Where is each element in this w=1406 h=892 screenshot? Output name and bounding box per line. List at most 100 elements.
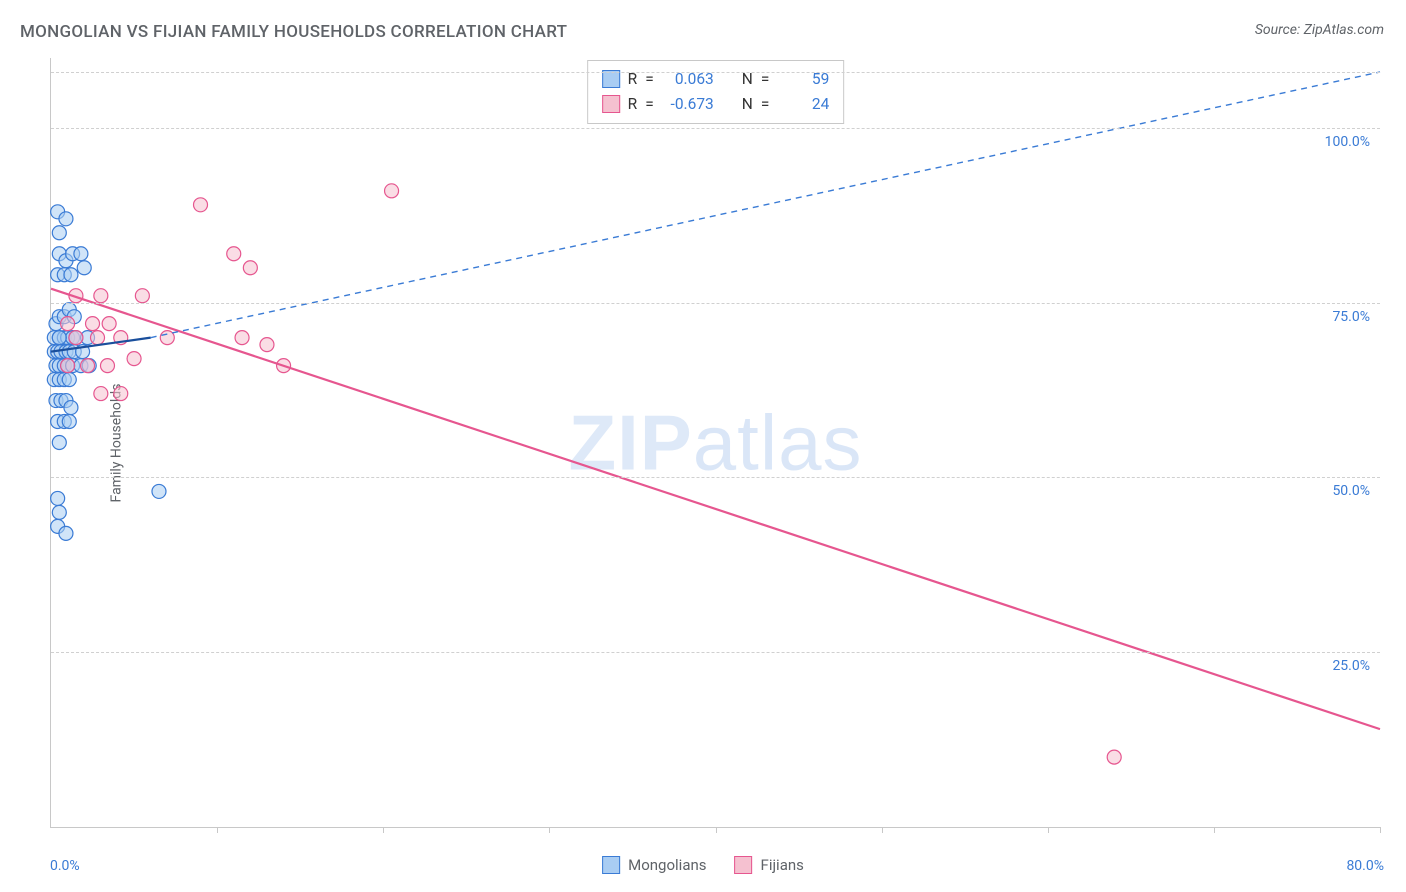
swatch-mongolians <box>602 856 620 874</box>
data-point <box>114 331 128 345</box>
data-point <box>62 373 76 387</box>
data-point <box>135 289 149 303</box>
plot-area: Family Households ZIPatlas R = 0.063 N =… <box>50 58 1380 828</box>
data-point <box>69 289 83 303</box>
data-point <box>61 359 75 373</box>
gridline <box>51 303 1380 304</box>
x-tick <box>217 827 218 833</box>
data-point <box>51 491 65 505</box>
y-tick-label: 75.0% <box>1332 309 1370 325</box>
data-point <box>59 345 73 359</box>
watermark: ZIPatlas <box>568 397 862 488</box>
stats-row-mongolians: R = 0.063 N = 59 <box>602 67 830 92</box>
data-point <box>76 345 90 359</box>
data-point <box>57 359 71 373</box>
swatch-fijians <box>602 95 620 113</box>
data-point <box>52 505 66 519</box>
data-point <box>59 394 73 408</box>
watermark-light: atlas <box>693 398 863 486</box>
data-point <box>52 331 66 345</box>
data-point <box>127 352 141 366</box>
data-point <box>52 359 66 373</box>
source-attribution: Source: ZipAtlas.com <box>1255 22 1384 38</box>
data-point <box>57 268 71 282</box>
fit-line <box>51 338 151 352</box>
data-point <box>59 212 73 226</box>
data-point <box>160 331 174 345</box>
data-point <box>194 198 208 212</box>
data-point <box>102 317 116 331</box>
N-value-mongolians: 59 <box>777 67 829 92</box>
data-point <box>52 247 66 261</box>
data-point <box>59 254 73 268</box>
data-point <box>260 338 274 352</box>
R-label: R <box>628 92 638 117</box>
R-label: R <box>628 67 638 92</box>
data-point <box>52 226 66 240</box>
equals-sign: = <box>645 92 654 117</box>
x-tick <box>1380 827 1381 833</box>
R-value-fijians: -0.673 <box>662 92 714 117</box>
gridline <box>51 652 1380 653</box>
series-legend: Mongolians Fijians <box>602 856 804 874</box>
equals-sign: = <box>761 67 770 92</box>
data-point <box>82 359 96 373</box>
N-label: N <box>742 92 753 117</box>
data-point <box>64 268 78 282</box>
gridline <box>51 477 1380 478</box>
data-point <box>49 359 63 373</box>
data-point <box>52 331 66 345</box>
data-point <box>47 331 61 345</box>
data-point <box>81 331 95 345</box>
data-point <box>49 394 63 408</box>
legend-entry-mongolians: Mongolians <box>602 856 706 874</box>
chart-svg <box>51 58 1380 827</box>
data-point <box>62 415 76 429</box>
data-point <box>49 317 63 331</box>
data-point <box>51 345 65 359</box>
legend-label-fijians: Fijians <box>761 856 804 874</box>
equals-sign: = <box>761 92 770 117</box>
data-point <box>152 484 166 498</box>
data-point <box>62 345 76 359</box>
data-point <box>66 331 80 345</box>
data-point <box>69 331 83 345</box>
data-point <box>62 303 76 317</box>
data-point <box>86 317 100 331</box>
y-tick-label: 50.0% <box>1332 483 1370 499</box>
data-point <box>57 415 71 429</box>
data-point <box>61 331 75 345</box>
R-value-mongolians: 0.063 <box>662 67 714 92</box>
data-point <box>74 247 88 261</box>
data-point <box>57 310 71 324</box>
data-point <box>52 436 66 450</box>
data-point <box>47 373 61 387</box>
watermark-bold: ZIP <box>568 398 692 486</box>
equals-sign: = <box>645 67 654 92</box>
x-tick <box>1048 827 1049 833</box>
data-point <box>59 526 73 540</box>
data-point <box>54 345 68 359</box>
data-point <box>52 373 66 387</box>
x-axis-min-label: 0.0% <box>50 858 80 874</box>
data-point <box>100 359 114 373</box>
stats-row-fijians: R = -0.673 N = 24 <box>602 92 830 117</box>
x-axis-max-label: 80.0% <box>1346 858 1384 874</box>
y-tick-label: 100.0% <box>1325 134 1370 150</box>
data-point <box>277 359 291 373</box>
x-tick <box>1214 827 1215 833</box>
data-point <box>67 345 81 359</box>
data-point <box>77 261 91 275</box>
chart-title: MONGOLIAN VS FIJIAN FAMILY HOUSEHOLDS CO… <box>20 22 567 42</box>
data-point <box>385 184 399 198</box>
correlation-stats-legend: R = 0.063 N = 59 R = -0.673 N = 24 <box>587 60 845 124</box>
legend-label-mongolians: Mongolians <box>628 856 706 874</box>
data-point <box>64 401 78 415</box>
swatch-mongolians <box>602 70 620 88</box>
data-point <box>66 359 80 373</box>
data-point <box>91 331 105 345</box>
x-tick <box>383 827 384 833</box>
gridline <box>51 128 1380 129</box>
data-point <box>227 247 241 261</box>
N-value-fijians: 24 <box>777 92 829 117</box>
